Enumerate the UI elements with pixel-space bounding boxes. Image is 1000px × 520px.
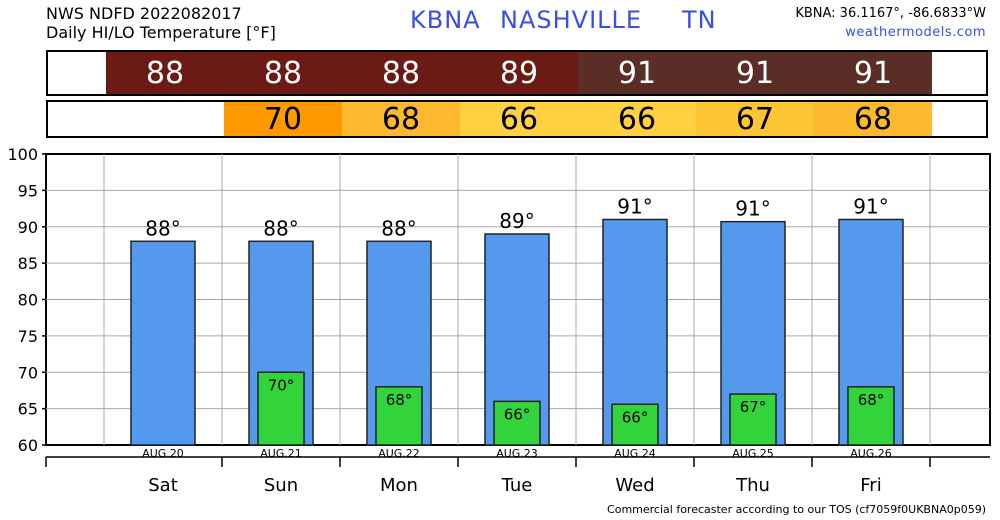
high-value-label: 88° bbox=[145, 216, 180, 240]
y-tick-label: 90 bbox=[18, 218, 38, 237]
hi-strip-cell: 89 bbox=[460, 52, 578, 94]
lo-strip-cell: 66 bbox=[578, 102, 696, 136]
day-label: Tue bbox=[501, 475, 533, 496]
y-tick-label: 85 bbox=[18, 254, 38, 273]
date-label: AUG.26 bbox=[850, 447, 892, 460]
day-label: Sat bbox=[148, 475, 178, 496]
y-tick-label: 60 bbox=[18, 436, 38, 455]
station-coords: KBNA: 36.1167°, -86.6833°W bbox=[795, 4, 986, 23]
y-tick-label: 65 bbox=[18, 400, 38, 419]
day-label: Mon bbox=[380, 475, 418, 496]
site-link[interactable]: weathermodels.com bbox=[795, 23, 986, 42]
lo-strip-cell: 67 bbox=[696, 102, 814, 136]
high-bar bbox=[131, 241, 195, 445]
high-value-label: 88° bbox=[263, 216, 298, 240]
high-temp-strip: 88888889919191 bbox=[46, 50, 988, 96]
high-value-label: 88° bbox=[381, 216, 416, 240]
lo-strip-cell bbox=[106, 102, 224, 136]
date-label: AUG.24 bbox=[614, 447, 656, 460]
low-value-label: 66° bbox=[504, 405, 531, 423]
high-value-label: 91° bbox=[735, 197, 770, 221]
hi-strip-cell: 91 bbox=[814, 52, 932, 94]
date-label: AUG.22 bbox=[378, 447, 420, 460]
day-label: Fri bbox=[860, 475, 881, 496]
y-tick-label: 95 bbox=[18, 181, 38, 200]
hi-strip-cell: 91 bbox=[696, 52, 814, 94]
hi-strip-cell: 88 bbox=[342, 52, 460, 94]
high-value-label: 91° bbox=[853, 194, 888, 218]
model-run-label: NWS NDFD 2022082017 bbox=[46, 4, 276, 23]
footer-note: Commercial forecaster according to our T… bbox=[607, 503, 986, 516]
header-right: KBNA: 36.1167°, -86.6833°W weathermodels… bbox=[795, 4, 986, 42]
date-label: AUG.20 bbox=[142, 447, 184, 460]
date-label: AUG.23 bbox=[496, 447, 538, 460]
lo-strip-cell: 68 bbox=[814, 102, 932, 136]
high-value-label: 91° bbox=[617, 194, 652, 218]
y-tick-label: 80 bbox=[18, 291, 38, 310]
low-value-label: 68° bbox=[386, 391, 413, 409]
low-value-label: 70° bbox=[268, 376, 295, 394]
low-value-label: 66° bbox=[622, 408, 649, 426]
hi-strip-cell: 88 bbox=[106, 52, 224, 94]
station-state: TN bbox=[682, 6, 717, 34]
lo-strip-cell: 66 bbox=[460, 102, 578, 136]
hi-strip-cell: 88 bbox=[224, 52, 342, 94]
day-label: Wed bbox=[615, 475, 654, 496]
day-label: Sun bbox=[264, 475, 298, 496]
station-code: KBNA bbox=[410, 6, 481, 34]
low-value-label: 68° bbox=[858, 391, 885, 409]
y-tick-label: 70 bbox=[18, 363, 38, 382]
lo-strip-cell: 70 bbox=[224, 102, 342, 136]
date-label: AUG.21 bbox=[260, 447, 302, 460]
lo-strip-cell: 68 bbox=[342, 102, 460, 136]
y-tick-label: 75 bbox=[18, 327, 38, 346]
chart-subtitle: Daily HI/LO Temperature [°F] bbox=[46, 23, 276, 42]
low-temp-strip: 706866666768 bbox=[46, 100, 988, 138]
low-value-label: 67° bbox=[740, 398, 767, 416]
hi-strip-cell: 91 bbox=[578, 52, 696, 94]
day-label: Thu bbox=[735, 475, 770, 496]
header-left: NWS NDFD 2022082017 Daily HI/LO Temperat… bbox=[46, 4, 276, 42]
date-label: AUG.25 bbox=[732, 447, 774, 460]
temperature-chart: 60 65 70 75 80 85 90 95 100 88° 88° 88° 89° 91° 91° 91°… bbox=[0, 140, 1000, 500]
high-value-label: 89° bbox=[499, 209, 534, 233]
y-tick-label: 100 bbox=[7, 145, 38, 164]
station-city: NASHVILLE bbox=[500, 6, 642, 34]
